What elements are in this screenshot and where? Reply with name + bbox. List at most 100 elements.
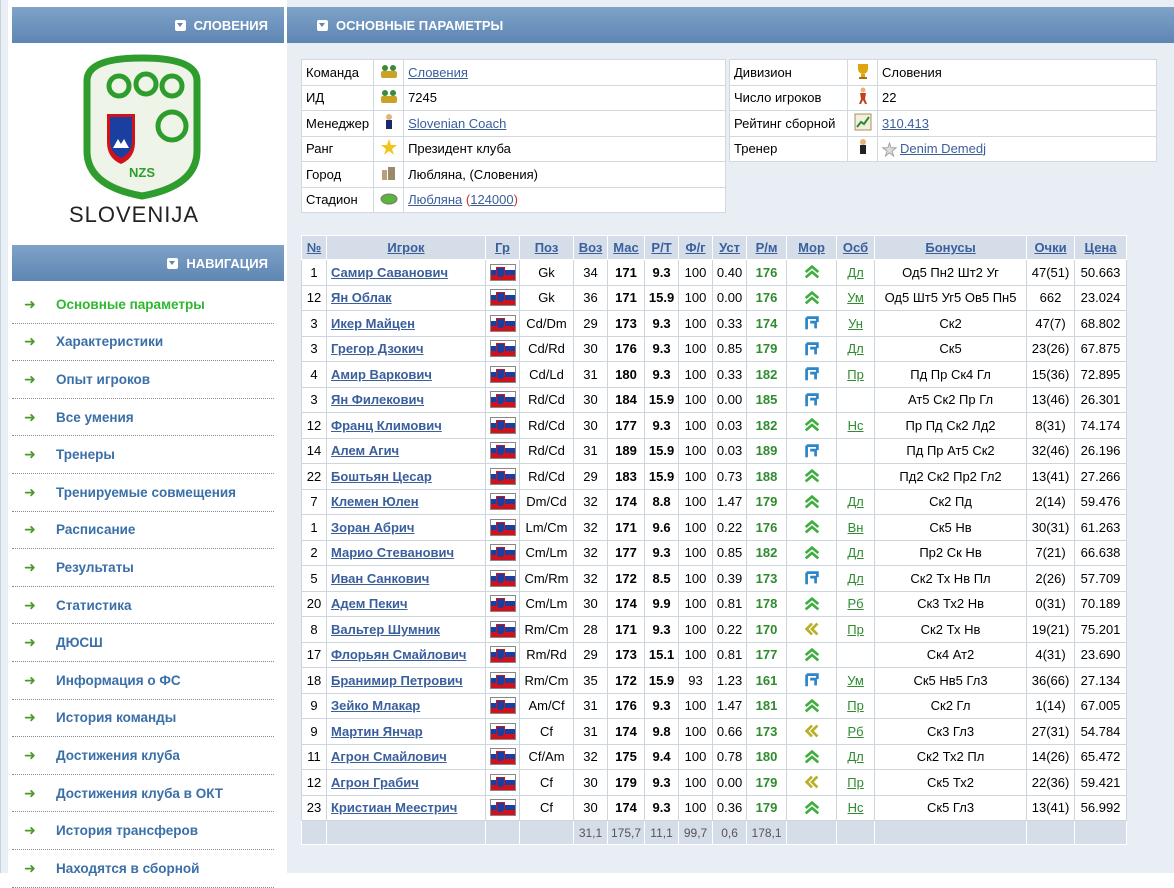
player-name-link[interactable]: Марио Стеванович [326, 539, 486, 566]
column-header[interactable]: № [301, 235, 327, 260]
player-special-link[interactable]: Пр [847, 698, 864, 714]
column-header[interactable]: Мор [786, 235, 838, 260]
nav-item[interactable]: ➜ Характеристики [12, 324, 274, 362]
nav-item[interactable]: ➜ Все умения [12, 399, 274, 437]
player-special-link[interactable]: Ум [847, 290, 864, 306]
collapse-icon[interactable] [174, 19, 186, 31]
column-header[interactable]: Поз [519, 235, 574, 260]
collapse-icon[interactable] [167, 257, 179, 269]
player-morale-cell [786, 590, 838, 617]
player-special-link[interactable]: Дл [847, 545, 864, 561]
player-name-link[interactable]: Иван Санкович [326, 565, 486, 592]
column-header[interactable]: Воз [573, 235, 608, 260]
nav-item[interactable]: ➜ Достижения клуба в ОКТ [12, 775, 274, 813]
player-rm: 182 [746, 539, 788, 566]
player-special-link[interactable]: Рб [847, 596, 864, 612]
player-name-link[interactable]: Агрон Смайлович [326, 743, 486, 770]
nav-item[interactable]: ➜ Результаты [12, 549, 274, 587]
column-header[interactable]: Цена [1074, 235, 1128, 260]
player-name-link[interactable]: Франц Климович [326, 412, 486, 439]
column-header[interactable]: Уст [712, 235, 748, 260]
player-special-link[interactable]: Рб [847, 723, 864, 739]
morale-up-icon [804, 545, 819, 560]
player-special-link[interactable]: Дл [847, 570, 864, 586]
player-special-link[interactable]: Пр [847, 621, 864, 637]
player-number: 1 [301, 514, 327, 541]
player-name-link[interactable]: Ян Филекович [326, 386, 486, 413]
nav-item[interactable]: ➜ История трансферов [12, 812, 274, 850]
player-mastery: 174 [606, 488, 646, 515]
player-name-link[interactable]: Боштьян Цесар [326, 463, 486, 490]
player-morale-cell [786, 437, 838, 464]
player-name-link[interactable]: Икер Майцен [326, 310, 486, 337]
nav-item[interactable]: ➜ Основные параметры [12, 286, 274, 324]
column-header[interactable]: Бонусы [874, 235, 1028, 260]
nav-item[interactable]: ➜ Расписание [12, 512, 274, 550]
stadium-capacity-link[interactable]: 124000 [470, 192, 514, 208]
column-header[interactable]: Осб [836, 235, 876, 260]
info-label: Рейтинг сборной [729, 110, 848, 137]
nav-item[interactable]: ➜ Информация о ФС [12, 662, 274, 700]
player-special-link[interactable]: Нс [847, 417, 864, 433]
player-name-link[interactable]: Амир Варкович [326, 361, 486, 388]
stadium-value-cell: Любляна (124000) [403, 186, 726, 213]
player-special-link[interactable]: Дл [847, 341, 864, 357]
nav-item[interactable]: ➜ Достижения клуба [12, 737, 274, 775]
nav-item[interactable]: ➜ История команды [12, 700, 274, 738]
player-special-link[interactable]: Дл [847, 494, 864, 510]
info-label: Город [300, 161, 375, 188]
nav-item[interactable]: ➜ ДЮСШ [12, 624, 274, 662]
player-special-link[interactable]: Дл [847, 264, 864, 280]
player-name-link[interactable]: Зоран Абрич [326, 514, 486, 541]
arrow-right-icon: ➜ [24, 295, 36, 312]
player-name-link[interactable]: Ян Облак [326, 284, 486, 311]
player-flag-cell [485, 794, 520, 821]
nav-item[interactable]: ➜ Статистика [12, 587, 274, 625]
player-name-link[interactable]: Вальтер Шумник [326, 616, 486, 643]
column-header[interactable]: Ф/г [678, 235, 714, 260]
player-mastery: 173 [606, 310, 646, 337]
column-header[interactable]: Очки [1026, 235, 1076, 260]
info-value-link[interactable]: Denim Demedj [900, 140, 986, 156]
player-name-link[interactable]: Самир Саванович [326, 259, 486, 286]
player-name-link[interactable]: Алем Агич [326, 437, 486, 464]
player-name-link[interactable]: Грегор Дзокич [326, 335, 486, 362]
player-name-link[interactable]: Адем Пекич [326, 590, 486, 617]
player-special-link[interactable]: Дл [847, 749, 864, 765]
player-name-link[interactable]: Зейко Млакар [326, 692, 486, 719]
nav-item[interactable]: ➜ Находятся в сборной [12, 850, 274, 888]
player-name-link[interactable]: Кристиан Меестрич [326, 794, 486, 821]
player-fatigue: 0.03 [712, 412, 748, 439]
player-price: 56.992 [1074, 794, 1128, 821]
nav-header-title: НАВИГАЦИЯ [186, 255, 268, 271]
column-header[interactable]: Игрок [326, 235, 486, 260]
player-name-link[interactable]: Агрон Грабич [326, 769, 486, 796]
player-special-link[interactable]: Ун [848, 315, 863, 331]
player-special-link[interactable]: Пр [847, 366, 864, 382]
nav-item[interactable]: ➜ Тренируемые совмещения [12, 474, 274, 512]
info-value-link[interactable]: Slovenian Coach [408, 115, 507, 131]
column-header[interactable]: Р/м [746, 235, 788, 260]
player-points: 13(41) [1026, 463, 1076, 490]
player-special-link[interactable]: Вн [847, 519, 864, 535]
player-special-link[interactable]: Нс [847, 800, 864, 816]
info-row: Тренер Denim Demedj [729, 135, 1157, 162]
player-rt: 15.9 [644, 463, 680, 490]
info-value-link[interactable]: 310.413 [882, 115, 929, 131]
player-special-link[interactable]: Ум [847, 672, 864, 688]
info-icon-cell [847, 84, 878, 111]
player-special-link[interactable]: Пр [847, 774, 864, 790]
player-name-link[interactable]: Бранимир Петрович [326, 667, 486, 694]
collapse-icon[interactable] [317, 19, 328, 31]
column-header[interactable]: Мас [606, 235, 646, 260]
info-value-link[interactable]: Словения [408, 64, 468, 80]
nav-item[interactable]: ➜ Тренеры [12, 436, 274, 474]
player-name-link[interactable]: Клемен Юлен [326, 488, 486, 515]
column-header[interactable]: Гр [485, 235, 520, 260]
player-name-link[interactable]: Флорьян Смайлович [326, 641, 486, 668]
nav-item[interactable]: ➜ Опыт игроков [12, 361, 274, 399]
player-points: 13(41) [1026, 794, 1076, 821]
stadium-link[interactable]: Любляна [408, 192, 463, 208]
column-header[interactable]: Р/Т [644, 235, 680, 260]
player-name-link[interactable]: Мартин Янчар [326, 718, 486, 745]
